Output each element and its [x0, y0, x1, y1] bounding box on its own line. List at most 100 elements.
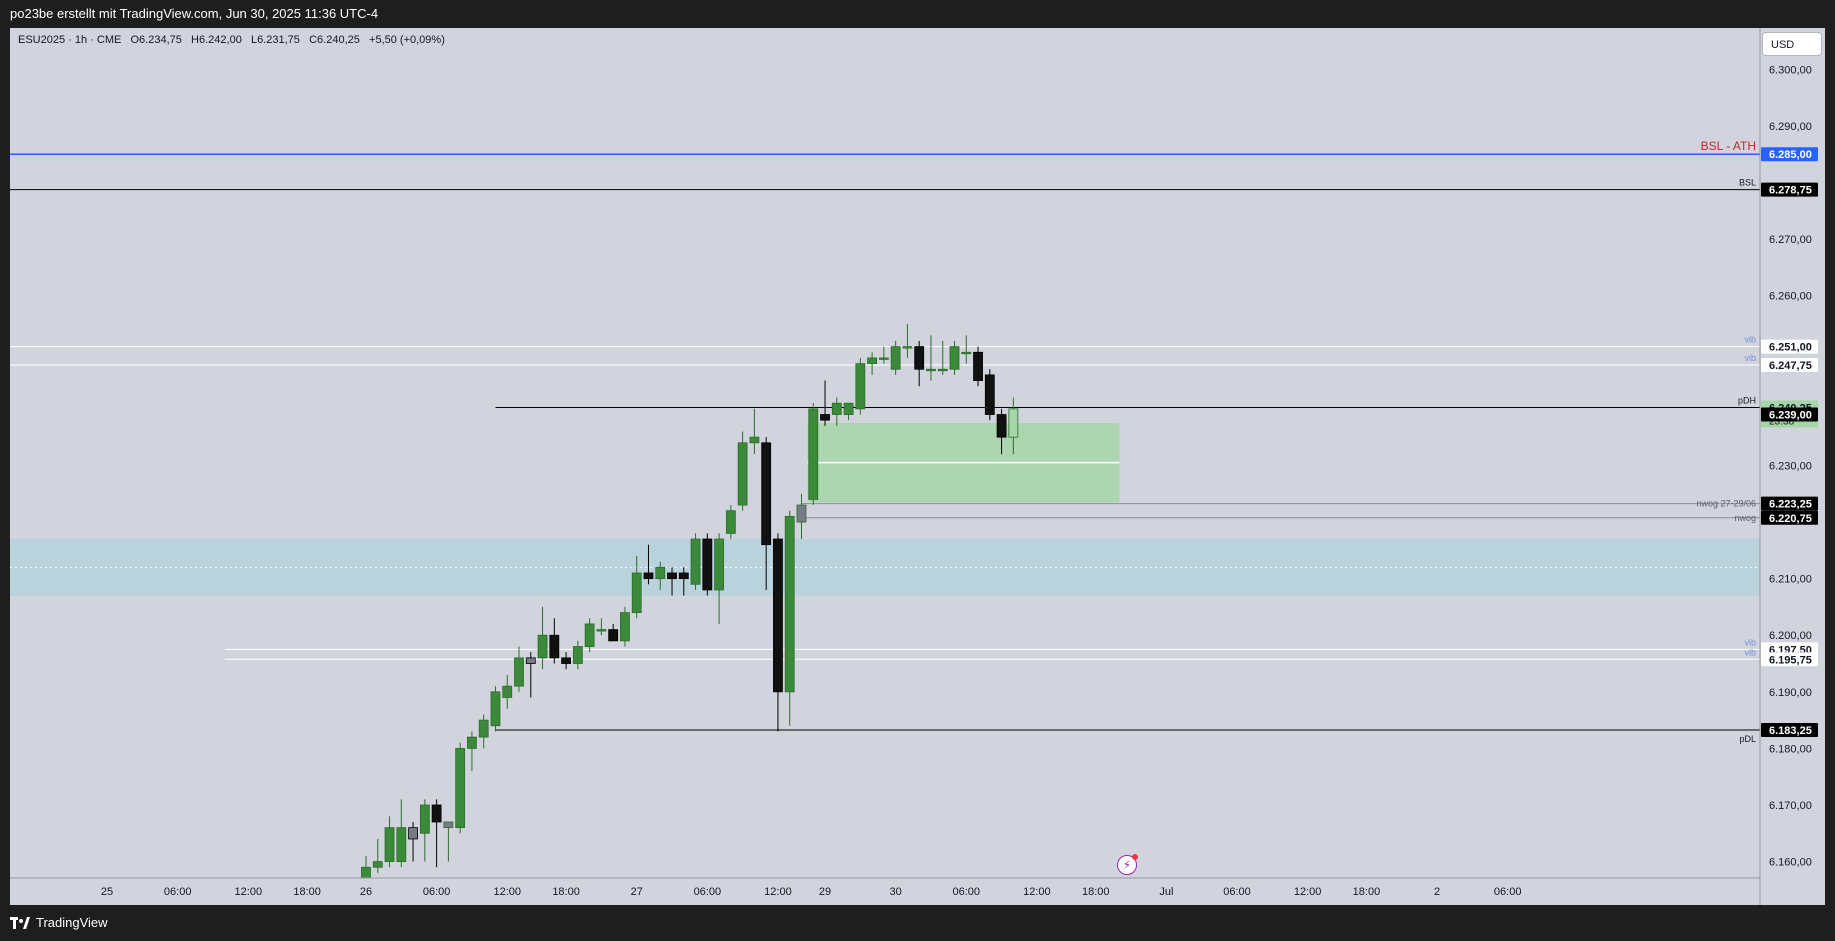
- candle-body: [973, 351, 983, 381]
- candle-body: [961, 351, 972, 355]
- candle: [443, 821, 454, 862]
- candle-body: [655, 566, 666, 580]
- candle: [572, 640, 583, 670]
- candle-body: [725, 510, 736, 534]
- candle-body: [443, 821, 454, 829]
- legend-symbol[interactable]: ESU2025 · 1h · CME: [18, 34, 122, 46]
- candle: [361, 855, 371, 878]
- candle: [996, 408, 1007, 455]
- candle: [631, 555, 642, 619]
- notification-dot: [1132, 854, 1138, 860]
- cursor-price-tag: 6.239,00: [1769, 410, 1812, 422]
- candle: [890, 340, 901, 375]
- candle: [596, 618, 607, 636]
- price-tag: 6.251,00: [1769, 342, 1812, 354]
- level-label: BSL: [1739, 178, 1756, 188]
- time-tick-label: 27: [631, 886, 643, 898]
- price-tag: 6.285,00: [1769, 149, 1812, 161]
- candle-body: [855, 363, 866, 410]
- price-tag: 6.220,75: [1769, 513, 1812, 525]
- level-label: vib: [1744, 637, 1756, 647]
- candle: [584, 618, 595, 653]
- candle-body: [878, 357, 889, 360]
- candle: [537, 606, 548, 670]
- candle-body: [937, 368, 948, 372]
- candle: [808, 403, 819, 506]
- price-tag: 6.223,25: [1769, 499, 1812, 511]
- candle: [961, 335, 972, 364]
- legend-low: L6.231,75: [250, 34, 300, 46]
- candle-body: [514, 657, 524, 687]
- candle-body: [784, 515, 795, 693]
- candle: [678, 567, 689, 596]
- candle: [502, 674, 513, 709]
- candle: [490, 686, 501, 732]
- candle-body: [596, 629, 607, 632]
- candle-body: [502, 685, 513, 698]
- candle: [690, 533, 701, 590]
- tradingview-brand[interactable]: TradingView: [10, 905, 108, 941]
- price-tick-label: 6.300,00: [1769, 64, 1812, 76]
- footer-bar: TradingView: [0, 905, 1835, 941]
- legend-open: O6.234,75: [130, 34, 182, 46]
- price-tick-label: 6.230,00: [1769, 460, 1812, 472]
- time-tick-label: 06:00: [694, 886, 722, 898]
- candle-body: [490, 691, 501, 727]
- candle-body: [773, 538, 783, 693]
- candle: [984, 369, 995, 421]
- candle-body: [537, 634, 548, 659]
- candle: [725, 505, 736, 540]
- brand-name: TradingView: [36, 915, 108, 930]
- time-tick-label: 29: [819, 886, 831, 898]
- candle-body: [419, 804, 430, 834]
- price-tag-bg: [1761, 358, 1818, 373]
- level-label: pDL: [1739, 734, 1756, 744]
- price-tag-bg: [1761, 147, 1818, 162]
- last-price-tag-countdown: 23:38: [1769, 416, 1794, 427]
- price-tag: 6.195,75: [1769, 654, 1812, 666]
- time-tick-label: 18:00: [1353, 886, 1381, 898]
- candle: [784, 510, 795, 726]
- price-tag-bg: [1761, 652, 1818, 667]
- candle-body: [1008, 408, 1019, 438]
- time-tick-label: 12:00: [235, 886, 263, 898]
- level-label: vib: [1744, 335, 1756, 345]
- level-label: nwog: [1734, 513, 1756, 523]
- lightning-icon[interactable]: ⚡: [1117, 854, 1138, 875]
- candle-body: [525, 657, 536, 664]
- cursor-price-tag-bg: [1761, 407, 1818, 422]
- chart-caption: po23be erstellt mit TradingView.com, Jun…: [10, 6, 379, 21]
- candle-body: [631, 572, 642, 613]
- price-tick-label: 6.260,00: [1769, 291, 1812, 303]
- candle-body: [949, 346, 960, 370]
- candle: [419, 799, 430, 862]
- candle: [655, 561, 666, 590]
- candle-body: [914, 346, 925, 370]
- candle-body: [737, 442, 748, 506]
- candle: [525, 652, 536, 698]
- candle-body: [561, 657, 571, 664]
- candle: [514, 646, 524, 692]
- candle-body: [361, 866, 371, 878]
- currency-button[interactable]: USD: [1762, 32, 1822, 56]
- candle-body: [431, 804, 442, 823]
- legend-close: C6.240,25: [309, 34, 360, 46]
- level-label: pDH: [1738, 395, 1756, 405]
- candle-body: [584, 623, 595, 647]
- candle: [714, 533, 724, 624]
- candle: [561, 652, 571, 670]
- time-tick-label: 30: [890, 886, 902, 898]
- candle-body: [384, 827, 395, 862]
- candle-body: [455, 748, 466, 829]
- candle: [843, 402, 854, 421]
- price-tick-label: 6.170,00: [1769, 800, 1812, 812]
- candle-body: [372, 861, 383, 868]
- candle: [478, 714, 489, 749]
- candle: [949, 340, 960, 375]
- price-tick-label: 6.210,00: [1769, 574, 1812, 586]
- price-tag-bg: [1761, 182, 1818, 197]
- candle-body: [408, 827, 418, 840]
- symbol-legend: ESU2025 · 1h · CME O6.234,75 H6.242,00 L…: [18, 34, 445, 46]
- candle-body: [808, 408, 819, 500]
